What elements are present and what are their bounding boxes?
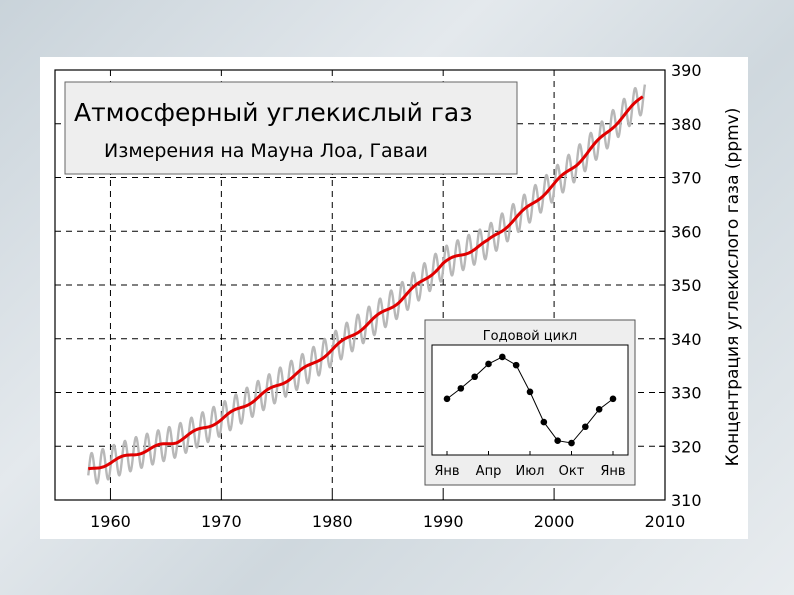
title-box: Атмосферный углекислый газ Измерения на … xyxy=(64,81,518,175)
y-tick-label: 310 xyxy=(671,491,702,510)
x-tick-label: 2000 xyxy=(534,512,575,531)
y-tick-label: 320 xyxy=(671,437,702,456)
chart-subtitle: Измерения на Мауна Лоа, Гаваи xyxy=(104,140,428,162)
inset-point xyxy=(512,361,520,369)
x-tick-label: 1980 xyxy=(312,512,353,531)
y-tick-label: 380 xyxy=(671,115,702,134)
series-trend-line xyxy=(88,95,644,471)
inset-tick-label: Июл xyxy=(516,464,545,479)
y-tick-label: 390 xyxy=(671,61,702,80)
inset-point xyxy=(457,385,465,392)
series-monthly-line xyxy=(87,84,647,485)
y-tick-label: 350 xyxy=(671,276,702,295)
inset-point xyxy=(443,395,451,403)
inset-point xyxy=(485,360,492,368)
tick-layer: 1960 1970 1980 1990 2000 2010 310 320 330 340 350 3… xyxy=(90,61,701,531)
inset-point xyxy=(568,439,575,447)
chart-card: 1960 1970 1980 1990 2000 2010 310 320 330 340 350 3… xyxy=(40,57,748,539)
inset-point xyxy=(595,406,603,413)
inset-chart: Годовой цикл Янв Апр Июл Окт Янв xyxy=(424,319,636,486)
x-tick-label: 2010 xyxy=(645,512,686,531)
y-tick-label: 330 xyxy=(671,384,702,403)
inset-point xyxy=(554,437,561,444)
y-tick-label: 340 xyxy=(671,330,702,349)
x-tick-label: 1970 xyxy=(201,512,242,531)
inset-point xyxy=(582,423,589,431)
y-axis-label: Концентрация углекислого газа (ppmv) xyxy=(723,108,743,467)
inset-tick-label: Янв xyxy=(434,464,459,479)
x-tick-label: 1960 xyxy=(90,512,131,531)
inset-title: Годовой цикл xyxy=(483,329,577,344)
inset-tick-label: Окт xyxy=(559,464,585,479)
inset-point xyxy=(609,395,617,403)
inset-point xyxy=(499,353,506,361)
inset-point xyxy=(471,373,478,381)
inset-tick-label: Апр xyxy=(476,464,502,479)
x-tick-label: 1990 xyxy=(423,512,464,531)
inset-tick-label: Янв xyxy=(600,464,625,479)
chart-title: Атмосферный углекислый газ xyxy=(74,98,473,127)
y-tick-label: 370 xyxy=(671,169,702,188)
inset-ticks: Янв Апр Июл Окт Янв xyxy=(434,451,626,479)
series-layer xyxy=(87,84,647,485)
co2-chart: 1960 1970 1980 1990 2000 2010 310 320 330 340 350 3… xyxy=(54,61,743,531)
inset-series xyxy=(443,353,617,447)
inset-point xyxy=(540,418,548,426)
inset-point xyxy=(526,388,534,396)
y-tick-label: 360 xyxy=(671,222,702,241)
